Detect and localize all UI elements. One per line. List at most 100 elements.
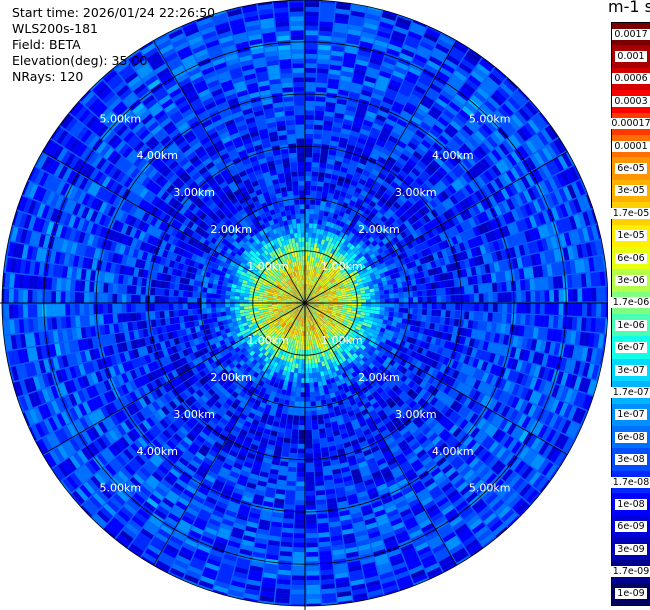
range-gate xyxy=(340,206,347,213)
range-gate xyxy=(222,558,236,567)
range-gate xyxy=(388,239,396,247)
range-gate xyxy=(255,367,262,374)
range-gate xyxy=(381,223,389,231)
range-gate xyxy=(469,413,479,424)
range-gate xyxy=(323,304,329,307)
range-gate xyxy=(320,289,325,293)
range-gate xyxy=(191,557,206,567)
range-gate xyxy=(256,484,266,492)
range-gate xyxy=(263,350,270,357)
range-gate xyxy=(350,468,361,476)
range-gate xyxy=(536,477,549,492)
range-gate xyxy=(324,360,329,366)
range-gate xyxy=(320,578,335,585)
range-gate xyxy=(539,479,551,493)
range-gate xyxy=(431,296,437,303)
range-gate xyxy=(349,349,355,356)
range-gate xyxy=(293,533,305,539)
range-gate xyxy=(472,148,484,161)
range-gate xyxy=(449,287,456,295)
range-gate xyxy=(457,189,467,200)
range-gate xyxy=(341,382,348,389)
range-gate xyxy=(371,500,383,509)
range-gate xyxy=(553,303,559,315)
range-gate xyxy=(390,428,399,437)
range-gate xyxy=(322,244,327,251)
range-gate xyxy=(308,305,313,309)
range-gate xyxy=(332,553,346,561)
range-gate xyxy=(324,111,335,118)
range-gate xyxy=(365,13,381,22)
range-gate xyxy=(405,556,420,566)
range-gate xyxy=(544,290,550,302)
range-gate xyxy=(385,363,393,371)
range-gate xyxy=(374,260,381,267)
range-gate xyxy=(306,570,320,576)
range-gate xyxy=(401,131,412,141)
range-gate xyxy=(475,330,482,340)
range-gate xyxy=(434,547,449,558)
range-gate xyxy=(370,263,377,269)
range-gate xyxy=(358,158,368,166)
range-gate xyxy=(436,331,443,339)
range-gate xyxy=(250,468,260,476)
range-gate xyxy=(348,319,354,324)
range-gate xyxy=(422,214,431,223)
range-gate xyxy=(462,198,472,209)
range-gate xyxy=(440,90,454,101)
range-gate xyxy=(316,284,321,289)
range-gate xyxy=(242,440,252,448)
range-gate xyxy=(446,208,456,218)
range-gate xyxy=(347,410,355,417)
range-gate xyxy=(204,526,218,536)
range-gate xyxy=(333,304,338,307)
range-gate xyxy=(390,444,400,454)
range-gate xyxy=(273,361,279,368)
range-gate xyxy=(399,214,407,223)
range-gate xyxy=(322,408,329,415)
range-gate xyxy=(395,277,402,283)
range-gate xyxy=(490,413,501,425)
range-gate xyxy=(294,339,298,345)
range-gate xyxy=(398,206,406,215)
range-gate xyxy=(315,257,320,263)
range-gate xyxy=(558,289,564,302)
range-gate xyxy=(345,290,351,294)
range-gate xyxy=(323,329,328,335)
range-gate xyxy=(596,365,602,380)
range-gate xyxy=(306,270,309,275)
range-gate xyxy=(328,317,334,321)
range-gate xyxy=(316,338,321,344)
range-gate xyxy=(407,268,414,275)
range-gate xyxy=(572,303,578,316)
range-gate xyxy=(541,426,553,441)
range-gate xyxy=(348,498,359,506)
range-gate xyxy=(291,348,296,354)
range-gate xyxy=(545,193,555,208)
range-gate xyxy=(468,457,480,469)
range-gate xyxy=(408,343,415,351)
range-gate xyxy=(312,294,317,298)
range-gate xyxy=(459,336,466,345)
range-gate xyxy=(359,420,367,428)
range-gate xyxy=(329,411,336,418)
range-gate xyxy=(342,296,348,299)
range-gate xyxy=(305,387,310,393)
range-gate xyxy=(493,261,500,272)
range-gate xyxy=(308,289,311,295)
range-gate xyxy=(357,320,364,325)
range-gate xyxy=(319,229,325,235)
range-gate xyxy=(568,166,580,182)
range-gate xyxy=(325,488,336,495)
range-gate xyxy=(290,395,296,402)
range-gate xyxy=(363,252,370,259)
range-gate xyxy=(365,482,376,491)
range-gate xyxy=(338,352,344,359)
range-gate xyxy=(328,516,340,523)
range-gate xyxy=(298,363,302,369)
range-gate xyxy=(277,479,287,486)
range-gate xyxy=(307,295,312,300)
range-gate xyxy=(313,242,318,248)
range-gate xyxy=(393,189,402,198)
range-gate xyxy=(430,186,440,196)
